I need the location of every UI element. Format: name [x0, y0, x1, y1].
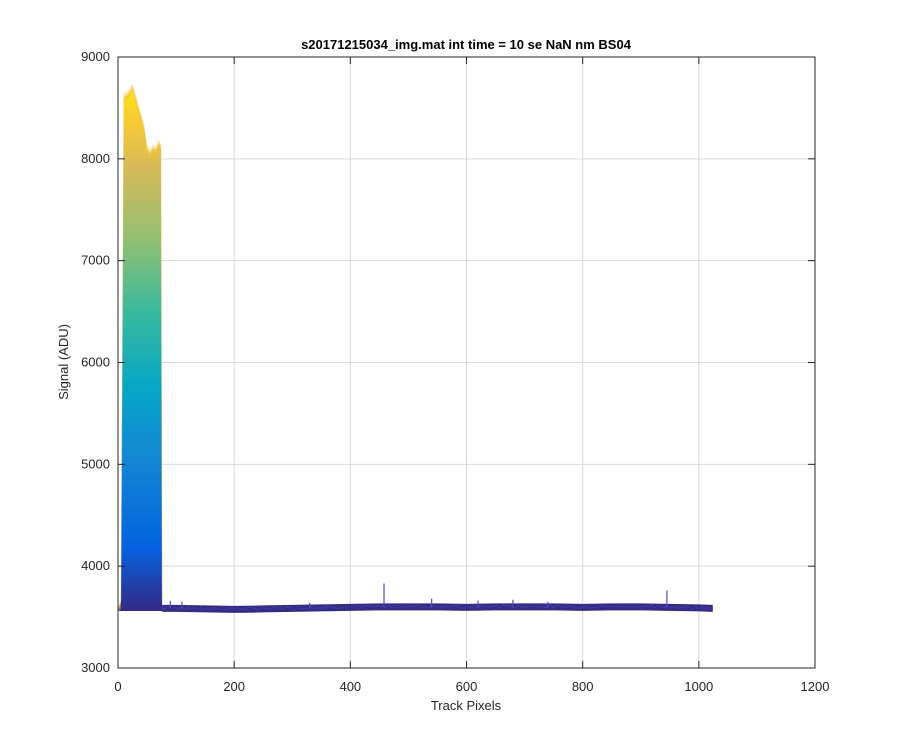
x-tick-label: 400	[339, 679, 361, 694]
baseline-signal-band	[162, 603, 713, 613]
y-tick-label: 5000	[81, 456, 110, 471]
x-axis-label: Track Pixels	[431, 698, 502, 713]
bright-signal-texture	[118, 83, 163, 612]
y-tick-label: 8000	[81, 151, 110, 166]
y-tick-label: 6000	[81, 355, 110, 370]
x-tick-label: 600	[456, 679, 478, 694]
y-tick-label: 4000	[81, 558, 110, 573]
baseline-noise	[162, 604, 714, 611]
y-tick-label: 3000	[81, 660, 110, 675]
y-tick-label: 7000	[81, 253, 110, 268]
x-tick-label: 0	[114, 679, 121, 694]
chart-marks	[118, 83, 714, 613]
grid-lines	[118, 57, 815, 668]
x-tick-label: 1200	[801, 679, 830, 694]
y-tick-label: 9000	[81, 49, 110, 64]
x-tick-label: 800	[572, 679, 594, 694]
x-tick-label: 1000	[684, 679, 713, 694]
axis-ticks: 0 200 400 600 800 1000 1200 3000 4000 5000 6000 700…	[81, 49, 829, 694]
chart-title: s20171215034_img.mat int time = 10 se Na…	[301, 37, 632, 52]
x-tick-label: 200	[223, 679, 245, 694]
y-axis-label: Signal (ADU)	[56, 324, 71, 400]
bright-signal-area	[118, 87, 163, 611]
